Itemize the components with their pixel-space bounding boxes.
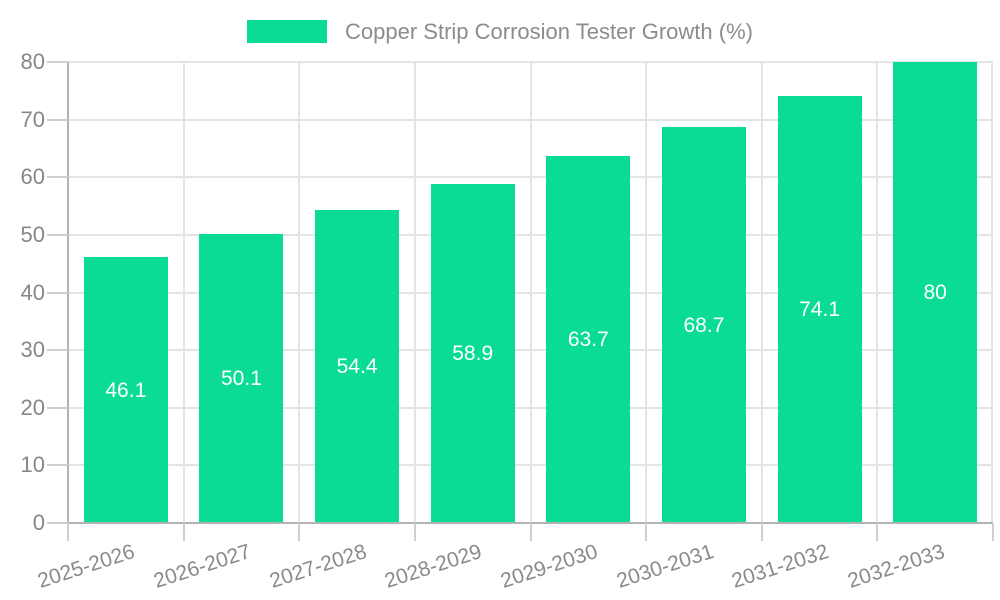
x-gridline — [413, 62, 416, 523]
bar-value-label: 74.1 — [799, 298, 840, 321]
y-tick — [47, 61, 68, 63]
x-gridline — [876, 62, 879, 523]
y-tick-label: 0 — [32, 510, 45, 535]
bar-value-label: 80 — [923, 281, 947, 304]
bar[interactable]: 58.9 — [430, 183, 515, 523]
x-gridline — [529, 62, 532, 523]
y-tick-label: 40 — [20, 279, 45, 305]
bar[interactable]: 46.1 — [83, 257, 168, 523]
y-axis-line — [67, 62, 69, 541]
bar-value-label: 58.9 — [452, 341, 494, 365]
bar-value-label: 46.1 — [105, 378, 147, 402]
y-tick-label: 60 — [20, 164, 45, 190]
y-tick — [47, 406, 68, 409]
x-tick-label: 2030-2031 — [613, 540, 717, 593]
x-tick — [298, 523, 301, 541]
y-tick — [47, 349, 68, 352]
legend-swatch — [247, 20, 328, 43]
x-tick-label: 2031-2032 — [729, 540, 832, 593]
bar[interactable]: 74.1 — [777, 96, 862, 523]
y-tick — [47, 464, 68, 467]
bar-value-label: 68.7 — [683, 313, 725, 337]
x-gridline — [298, 62, 301, 523]
x-tick-label: 2026-2027 — [150, 540, 254, 593]
y-tick — [47, 522, 68, 524]
x-tick-label: 2027-2028 — [266, 540, 370, 593]
y-tick-label: 70 — [20, 106, 45, 132]
y-tick-label: 20 — [20, 394, 45, 420]
bar[interactable]: 80 — [893, 62, 978, 523]
x-tick-label: 2025-2026 — [35, 540, 138, 593]
bar[interactable]: 50.1 — [199, 234, 284, 523]
x-tick-label: 2028-2029 — [382, 540, 485, 593]
bar-value-label: 50.1 — [221, 367, 262, 391]
y-tick-label: 10 — [20, 452, 45, 478]
y-tick-label: 50 — [20, 221, 45, 247]
y-tick — [47, 176, 68, 179]
x-gridline — [991, 62, 993, 523]
y-tick — [47, 291, 68, 294]
bar[interactable]: 54.4 — [315, 209, 400, 523]
x-axis-line — [47, 522, 993, 524]
x-tick — [645, 523, 648, 541]
y-tick — [47, 233, 68, 236]
x-tick-label: 2029-2030 — [497, 540, 601, 593]
plot-area: 46.1 50.1 54.4 58.9 63.7 68.7 74.1 80 — [68, 61, 993, 523]
x-tick — [876, 523, 879, 541]
x-gridline — [760, 62, 763, 523]
y-tick-label: 80 — [20, 49, 45, 74]
bar-value-label: 54.4 — [336, 354, 378, 378]
bar-value-label: 63.7 — [567, 327, 609, 351]
x-tick — [529, 523, 532, 541]
x-tick — [760, 523, 763, 541]
y-tick-label: 30 — [20, 337, 45, 363]
x-tick — [413, 523, 416, 541]
x-tick — [992, 523, 994, 541]
y-tick — [47, 118, 68, 121]
bar[interactable]: 63.7 — [546, 155, 631, 523]
bar[interactable]: 68.7 — [661, 127, 746, 523]
x-tick — [182, 523, 185, 541]
x-gridline — [645, 62, 648, 523]
x-tick-label: 2032-2033 — [844, 540, 948, 593]
legend[interactable]: Copper Strip Corrosion Tester Growth (%) — [0, 19, 1000, 44]
x-tick — [67, 523, 69, 541]
x-gridline — [182, 62, 185, 523]
legend-label: Copper Strip Corrosion Tester Growth (%) — [345, 19, 753, 44]
